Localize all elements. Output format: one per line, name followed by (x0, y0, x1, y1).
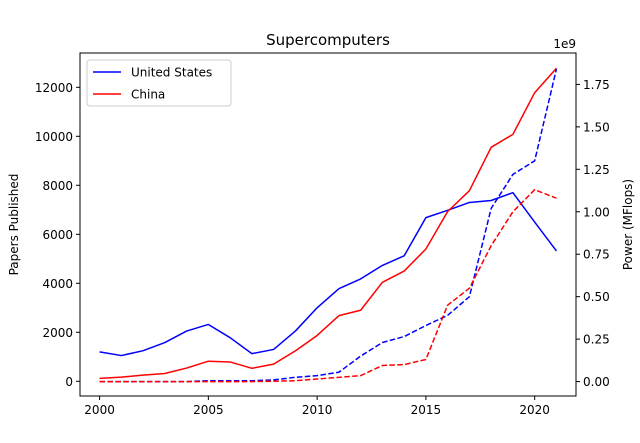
x-tick-label: 2005 (193, 403, 224, 417)
y-left-tick-label: 12000 (35, 81, 73, 95)
legend-label: China (131, 88, 165, 102)
x-tick-label: 2010 (302, 403, 333, 417)
y-left-tick-label: 0 (65, 375, 73, 389)
y-left-tick-label: 4000 (42, 277, 73, 291)
left-axis-label: Papers Published (7, 174, 21, 276)
plot-area (79, 52, 577, 397)
dashed-series-line-3 (99, 188, 557, 383)
y-left-tick-label: 6000 (42, 228, 73, 242)
legend: United States China (86, 59, 232, 107)
x-tick-label: 2000 (84, 403, 115, 417)
y-right-tick-label: 0.00 (583, 375, 610, 389)
y-right-tick-label: 1.25 (583, 163, 610, 177)
x-tick-label: 2020 (519, 403, 550, 417)
y-right-tick-label: 1.00 (583, 205, 610, 219)
y-right-tick-label: 1.75 (583, 78, 610, 92)
legend-box (86, 59, 232, 107)
series-line-0 (99, 191, 558, 357)
legend-label: United States (131, 66, 212, 80)
x-tick-label: 2015 (411, 403, 442, 417)
dashed-series-line-2 (99, 68, 558, 383)
y-right-tick-label: 0.75 (583, 248, 610, 262)
chart-title: Supercomputers (266, 31, 390, 49)
y-left-tick-label: 10000 (35, 130, 73, 144)
y-right-tick-label: 0.50 (583, 290, 610, 304)
right-axis-label: Power (MFlops) (621, 179, 635, 270)
right-axis-multiplier: 1e9 (553, 37, 576, 51)
series-line-1 (99, 67, 557, 380)
y-right-tick-label: 0.25 (583, 333, 610, 347)
y-right-tick-label: 1.50 (583, 120, 610, 134)
y-left-tick-label: 2000 (42, 326, 73, 340)
y-left-tick-label: 8000 (42, 179, 73, 193)
